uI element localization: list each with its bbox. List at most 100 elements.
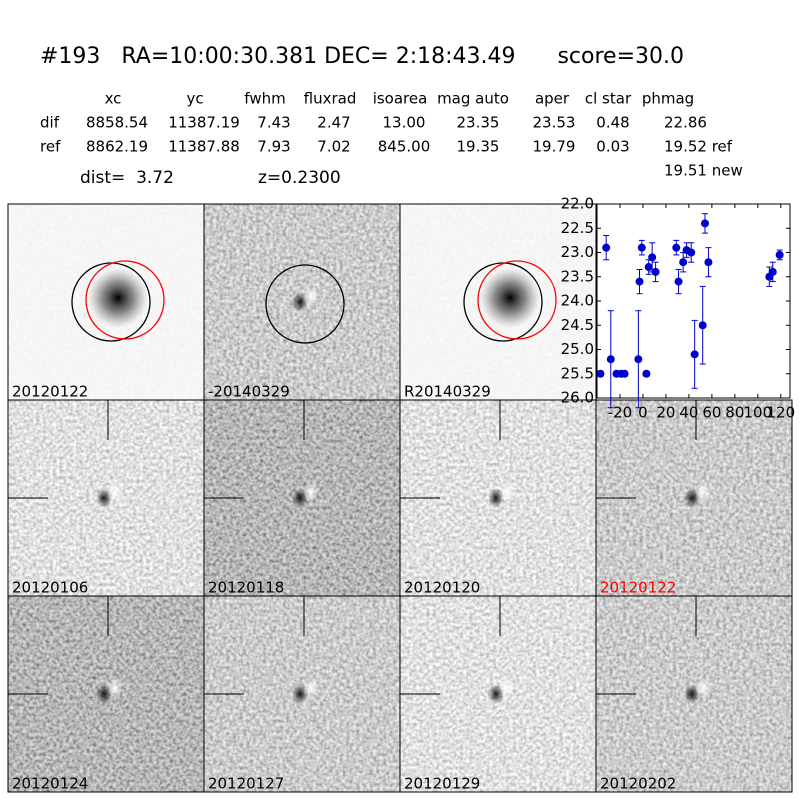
panel-label: 20120122	[600, 579, 676, 597]
panel-label: 20120202	[600, 775, 676, 793]
data-point	[596, 369, 605, 378]
table-cell: 11387.88	[168, 138, 240, 156]
panel-label: 20120127	[208, 775, 284, 793]
data-point	[606, 355, 615, 364]
y-tick-label: 22.5	[561, 219, 594, 237]
y-tick-label: 23.0	[561, 243, 594, 261]
table-cell: 19.35	[457, 138, 500, 156]
phmag-new: 19.51 new	[664, 162, 743, 180]
table-cell: 11387.19	[168, 114, 240, 132]
data-point	[704, 258, 713, 267]
table-cell: 7.93	[257, 138, 290, 156]
table-cell: 0.48	[596, 114, 629, 132]
table-cell: 22.86	[664, 114, 707, 132]
column-header: mag auto	[437, 90, 509, 108]
row-label: ref	[40, 138, 61, 156]
bright-residual	[107, 482, 123, 502]
column-header: phmag	[642, 90, 694, 108]
x-tick-label: 20	[656, 404, 675, 422]
data-point	[700, 219, 709, 228]
panel-label: 20120120	[404, 579, 480, 597]
galaxy	[480, 268, 540, 328]
x-tick-label: 120	[766, 404, 795, 422]
galaxy	[88, 268, 148, 328]
y-tick-label: 24.5	[561, 316, 594, 334]
bright-residual	[499, 482, 515, 502]
bright-residual	[303, 286, 319, 306]
data-point	[690, 350, 699, 359]
x-tick-label: 60	[702, 404, 721, 422]
x-tick-label: 0	[638, 404, 648, 422]
data-point	[775, 250, 784, 259]
table-cell: 2.47	[317, 114, 350, 132]
table-cell: 19.79	[533, 138, 576, 156]
plot-border	[596, 203, 791, 399]
x-tick-label: -20	[608, 404, 633, 422]
y-tick-label: 24.0	[561, 292, 594, 310]
table-cell: 7.43	[257, 114, 290, 132]
row-label: dif	[40, 114, 60, 132]
table-cell: 23.53	[533, 114, 576, 132]
x-tick-label: 80	[725, 404, 744, 422]
y-tick-label: 22.0	[561, 195, 594, 213]
y-tick-label: 25.0	[561, 340, 594, 358]
panel-label: 20120124	[12, 775, 88, 793]
data-point	[644, 263, 653, 272]
column-header: fluxrad	[304, 90, 357, 108]
table-cell: 13.00	[383, 114, 426, 132]
y-tick-label: 25.5	[561, 364, 594, 382]
table-cell: 845.00	[378, 138, 431, 156]
bright-residual	[695, 482, 711, 502]
column-header: fwhm	[244, 90, 285, 108]
x-tick-label: 100	[744, 404, 773, 422]
bright-residual	[107, 678, 123, 698]
data-point	[698, 321, 707, 330]
aperture-circle	[477, 260, 557, 340]
data-point	[635, 277, 644, 286]
panel-label: 20120129	[404, 775, 480, 793]
plot-area	[597, 204, 790, 398]
bright-residual	[303, 482, 319, 502]
redshift: z=0.2300	[258, 168, 341, 188]
column-header: aper	[535, 90, 570, 108]
data-point	[651, 267, 660, 276]
title: #193 RA=10:00:30.381 DEC= 2:18:43.49 sco…	[40, 44, 684, 69]
data-point	[674, 277, 683, 286]
panel-label: 20120118	[208, 579, 284, 597]
bright-residual	[499, 678, 515, 698]
table-cell: 23.35	[457, 114, 500, 132]
data-point	[642, 369, 651, 378]
aperture-circle	[85, 260, 165, 340]
panel-label: 20120122	[12, 383, 88, 401]
column-header: isoarea	[373, 90, 428, 108]
panel-label: 20120106	[12, 579, 88, 597]
data-point	[620, 369, 629, 378]
bright-residual	[695, 678, 711, 698]
table-cell: 0.03	[596, 138, 629, 156]
data-point	[687, 248, 696, 257]
data-point	[679, 258, 688, 267]
data-point	[637, 243, 646, 252]
dist: dist= 3.72	[80, 168, 174, 188]
data-point	[672, 243, 681, 252]
column-header: yc	[186, 90, 203, 108]
y-tick-label: 23.5	[561, 267, 594, 285]
x-tick-label: 40	[679, 404, 698, 422]
y-tick-label: 26.0	[561, 389, 594, 407]
table-cell: 19.52 ref	[664, 138, 733, 156]
data-point	[768, 267, 777, 276]
column-header: cl star	[585, 90, 632, 108]
data-point	[602, 243, 611, 252]
table-cell: 8862.19	[86, 138, 148, 156]
panel-label: -20140329	[208, 383, 290, 401]
panel-label: R20140329	[404, 383, 491, 401]
column-header: xc	[105, 90, 122, 108]
table-cell: 8858.54	[86, 114, 148, 132]
bright-residual	[303, 678, 319, 698]
table-cell: 7.02	[317, 138, 350, 156]
data-point	[648, 253, 657, 262]
panel-border	[595, 595, 793, 793]
data-point	[634, 355, 643, 364]
aperture-circle	[265, 264, 345, 344]
